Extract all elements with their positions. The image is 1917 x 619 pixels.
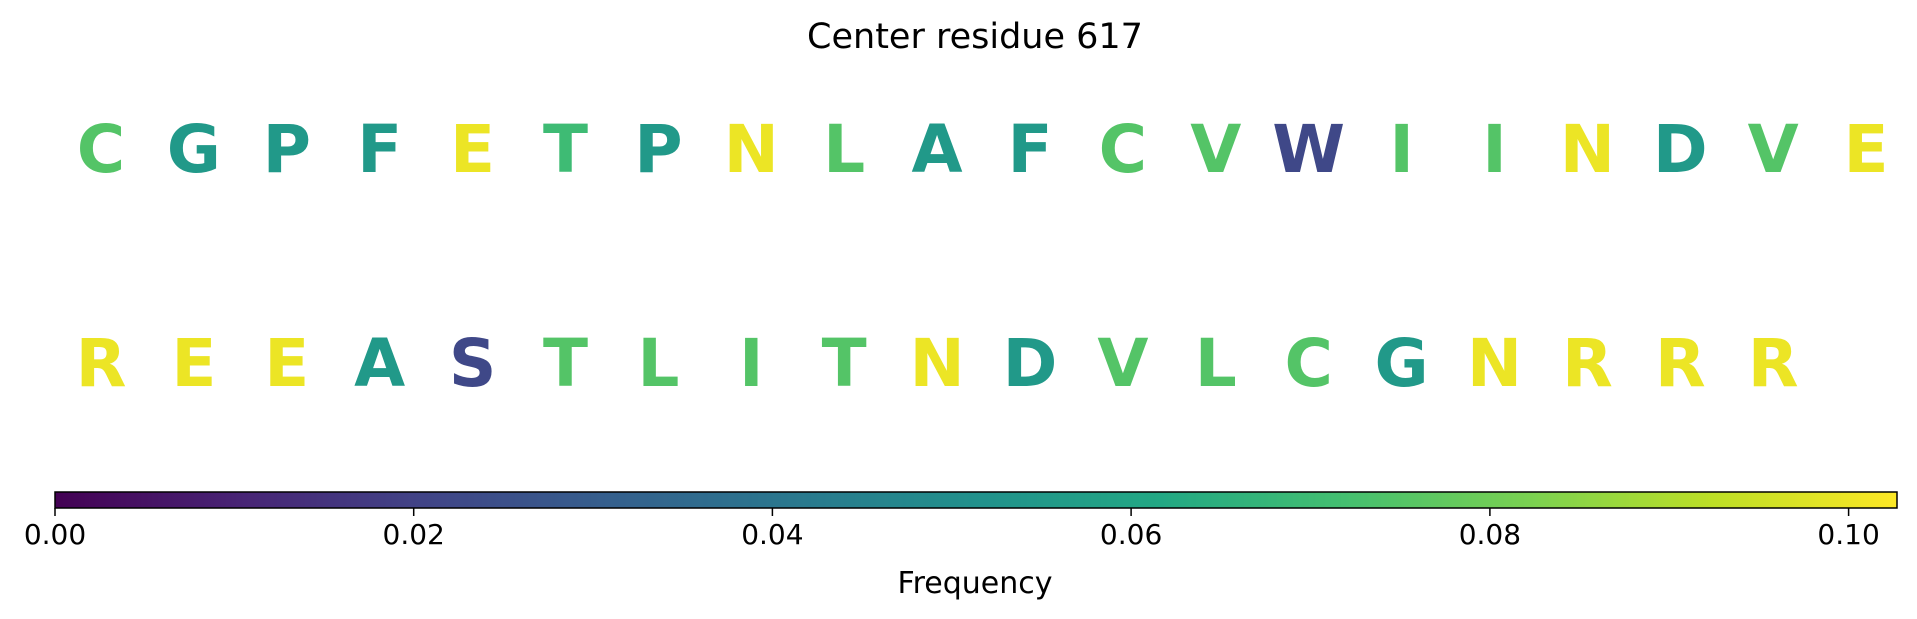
- colorbar-tick-label: 0.04: [741, 518, 803, 551]
- colorbar-tick-label: 0.10: [1817, 518, 1879, 551]
- logo-rows: C G P F E T P N L A F C V W I I N D V ER E E A S T L I T N D V L C G N R R R: [76, 111, 1889, 402]
- residue-letter: V: [1097, 325, 1148, 402]
- residue-letter: L: [1195, 325, 1237, 402]
- residue-letter: R: [76, 325, 127, 402]
- colorbar-tick-label: 0.02: [383, 518, 445, 551]
- residue-letter: E: [450, 111, 495, 188]
- residue-letter: E: [1844, 111, 1889, 188]
- residue-letter: V: [1748, 111, 1799, 188]
- residue-letter: C: [77, 111, 125, 188]
- residue-letter: N: [724, 111, 779, 188]
- residue-letter: A: [912, 111, 963, 188]
- colorbar-ticks: 0.00 0.02 0.04 0.06 0.08 0.10: [24, 508, 1880, 551]
- residue-letter: N: [1467, 325, 1522, 402]
- residue-letter: P: [634, 111, 682, 188]
- residue-letter: C: [1099, 111, 1147, 188]
- residue-letter: W: [1272, 111, 1345, 188]
- residue-letter: F: [1007, 111, 1052, 188]
- residue-letter: C: [1284, 325, 1332, 402]
- colorbar-tick-label: 0.06: [1100, 518, 1162, 551]
- residue-letter: D: [1653, 111, 1708, 188]
- residue-letter: F: [357, 111, 402, 188]
- residue-letter: G: [167, 111, 221, 188]
- residue-letter: S: [449, 325, 497, 402]
- residue-letter: A: [354, 325, 405, 402]
- residue-letter: L: [637, 325, 679, 402]
- residue-letter: T: [822, 325, 867, 402]
- residue-letter: V: [1190, 111, 1241, 188]
- residue-letter: R: [1562, 325, 1613, 402]
- residue-letter: N: [909, 325, 964, 402]
- residue-letter: L: [823, 111, 865, 188]
- residue-letter: R: [1748, 325, 1799, 402]
- residue-letter: P: [263, 111, 311, 188]
- colorbar-gradient: [54, 491, 1898, 509]
- colorbar-tick-label: 0.08: [1459, 518, 1521, 551]
- colorbar-tick-label: 0.00: [24, 518, 86, 551]
- colorbar-label: Frequency: [898, 566, 1053, 601]
- residue-letter: T: [543, 111, 588, 188]
- residue-letter: I: [1482, 111, 1507, 188]
- residue-letter: E: [264, 325, 309, 402]
- residue-letter: I: [739, 325, 764, 402]
- residue-letter: G: [1375, 325, 1429, 402]
- chart-title: Center residue 617: [807, 17, 1143, 57]
- residue-letter: E: [171, 325, 216, 402]
- residue-letter: N: [1560, 111, 1615, 188]
- residue-letter: T: [543, 325, 588, 402]
- colorbar: 0.00 0.02 0.04 0.06 0.08 0.10 Frequency: [24, 491, 1898, 601]
- residue-letter: I: [1389, 111, 1414, 188]
- residue-letter: D: [1003, 325, 1058, 402]
- residue-letter: R: [1655, 325, 1706, 402]
